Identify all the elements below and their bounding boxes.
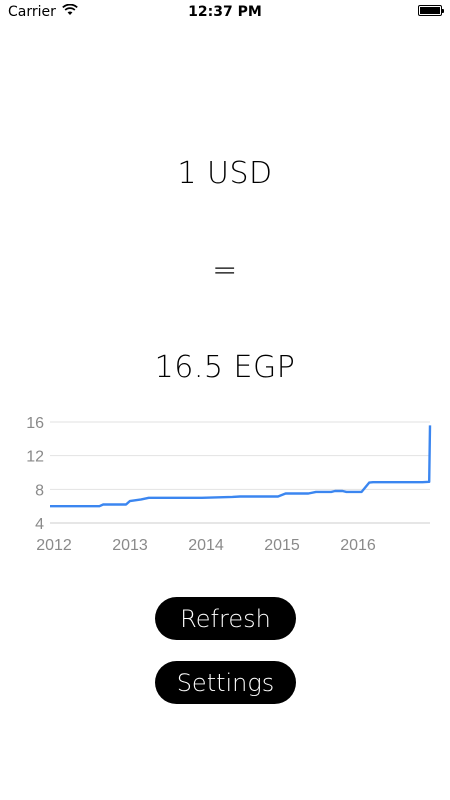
x-tick-label: 2014 (188, 537, 224, 554)
status-right (418, 5, 444, 16)
y-tick-label: 4 (35, 516, 44, 533)
y-tick-label: 12 (26, 449, 44, 466)
status-bar: Carrier 12:37 PM (0, 0, 450, 24)
series-line (50, 425, 432, 508)
status-left: Carrier (8, 3, 78, 20)
battery-icon (418, 5, 444, 16)
x-tick-label: 2012 (36, 537, 72, 554)
y-tick-label: 8 (35, 482, 44, 499)
x-tick-label: 2015 (264, 537, 300, 554)
settings-button[interactable]: Settings (155, 661, 296, 704)
from-amount-label: 1 USD (177, 156, 273, 191)
carrier-label: Carrier (8, 4, 56, 20)
x-tick-label: 2013 (112, 537, 148, 554)
battery-level-fill (420, 7, 440, 14)
equals-sign: = (212, 253, 238, 288)
y-tick-label: 16 (26, 415, 44, 432)
wifi-icon (62, 3, 78, 20)
exchange-rate-chart: 16 12 8 4 2012 2013 2014 2015 2016 (26, 415, 432, 554)
to-amount-label: 16.5 EGP (154, 350, 296, 385)
refresh-button[interactable]: Refresh (155, 597, 296, 640)
status-time: 12:37 PM (188, 4, 262, 20)
x-tick-label: 2016 (340, 537, 376, 554)
